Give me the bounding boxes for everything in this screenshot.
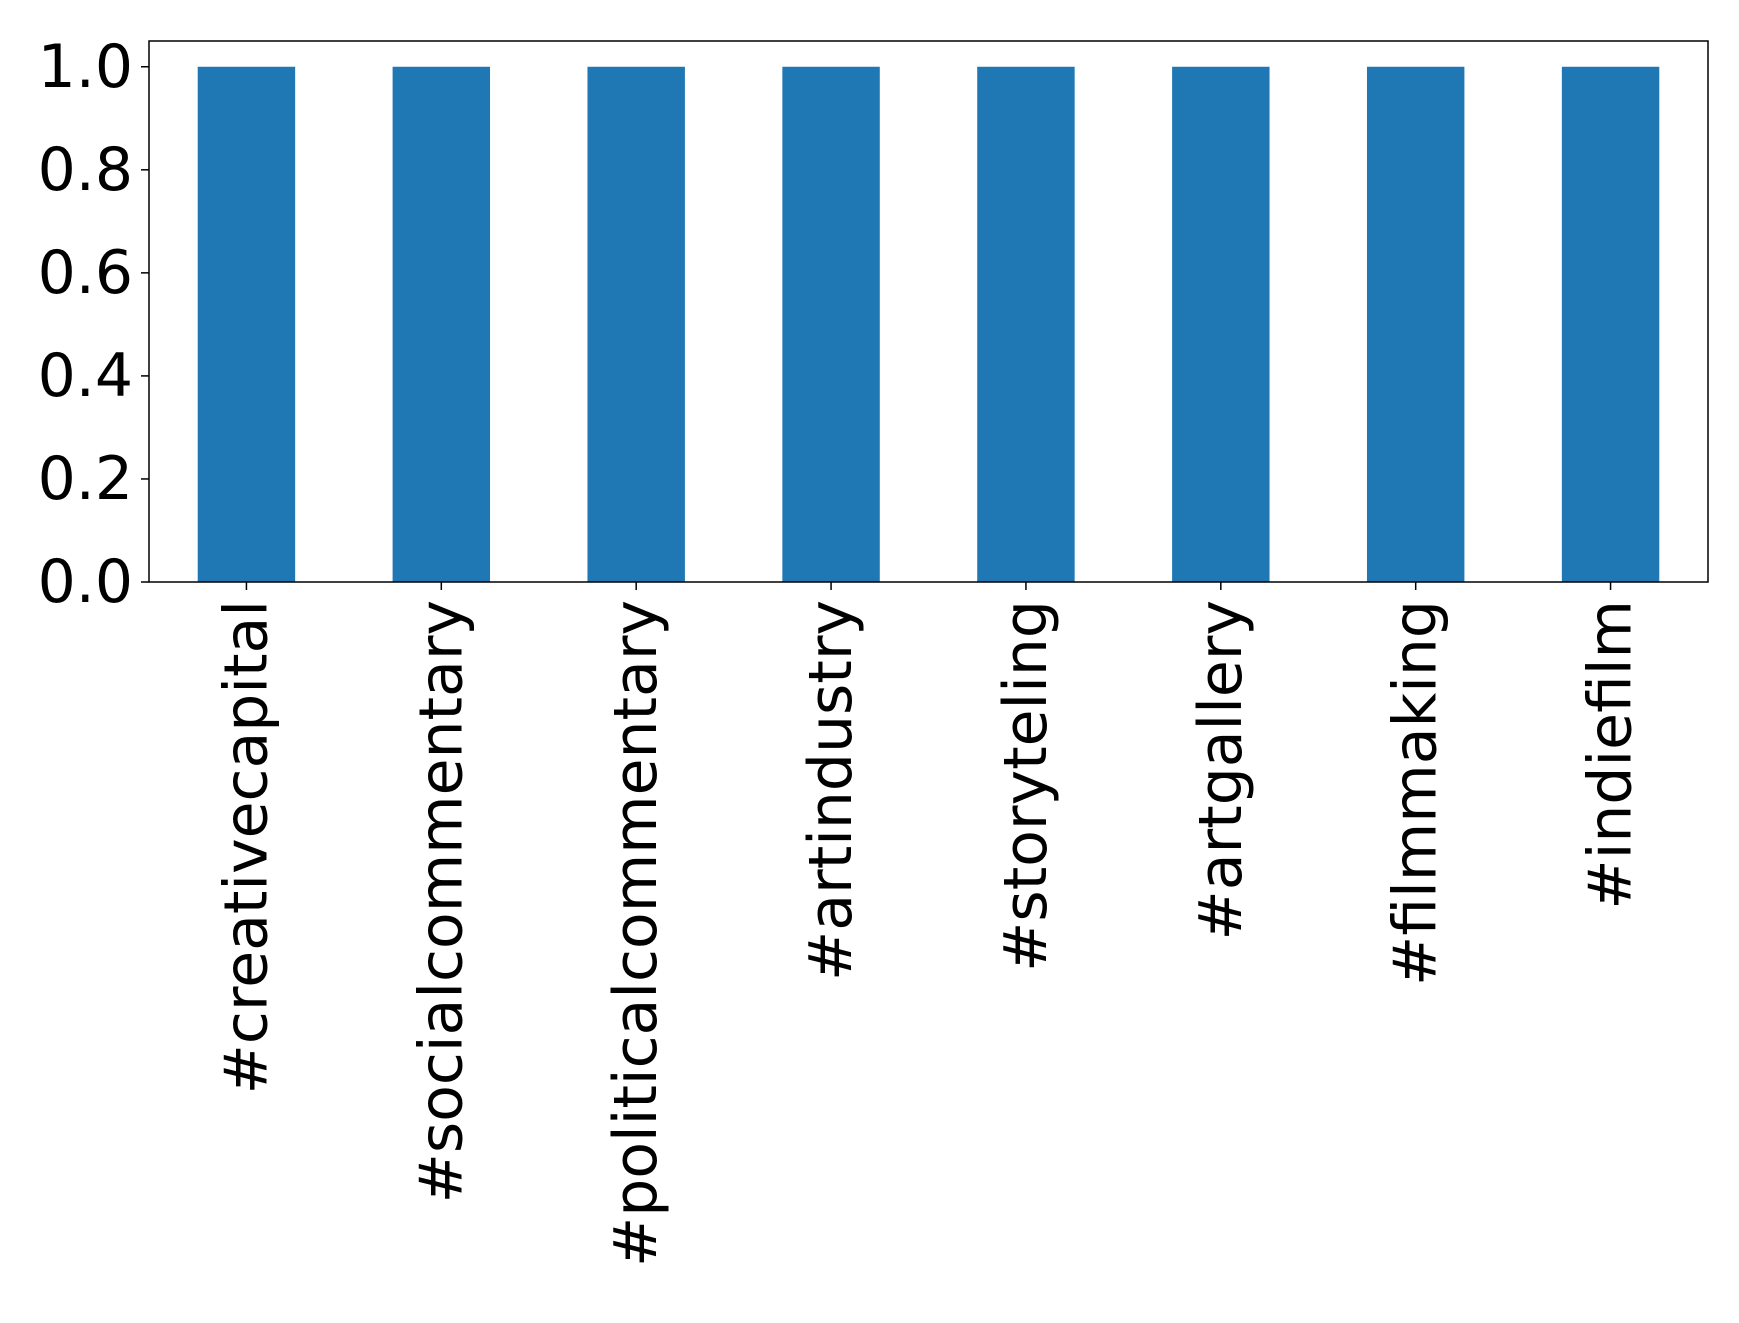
bar xyxy=(782,66,880,582)
y-tick-label: 0.6 xyxy=(38,238,133,308)
bar xyxy=(1172,66,1270,582)
bar xyxy=(197,66,296,582)
x-tick-label: #politicalcommentary xyxy=(601,600,671,1267)
x-tick-label: #indiefilm xyxy=(1576,600,1646,910)
x-tick-label: #artgallery xyxy=(1186,600,1256,941)
bar xyxy=(977,66,1075,582)
x-tick-label: #artindustry xyxy=(796,600,866,981)
bar xyxy=(587,66,685,582)
y-tick-label: 1.0 xyxy=(38,32,133,102)
bar xyxy=(392,66,491,582)
x-tick-label: #filmmaking xyxy=(1381,600,1451,986)
x-tick-label: #creativecapital xyxy=(211,600,281,1094)
x-tick-label: #socialcommentary xyxy=(406,600,476,1203)
bar xyxy=(1561,66,1660,582)
y-tick-label: 0.4 xyxy=(38,341,133,411)
y-tick-label: 0.8 xyxy=(38,135,133,205)
bar xyxy=(1366,66,1465,582)
y-tick-label: 0.2 xyxy=(38,444,133,514)
x-tick-label: #storyteling xyxy=(991,600,1061,972)
plot-frame xyxy=(148,40,1709,583)
y-tick-label: 0.0 xyxy=(38,547,133,617)
